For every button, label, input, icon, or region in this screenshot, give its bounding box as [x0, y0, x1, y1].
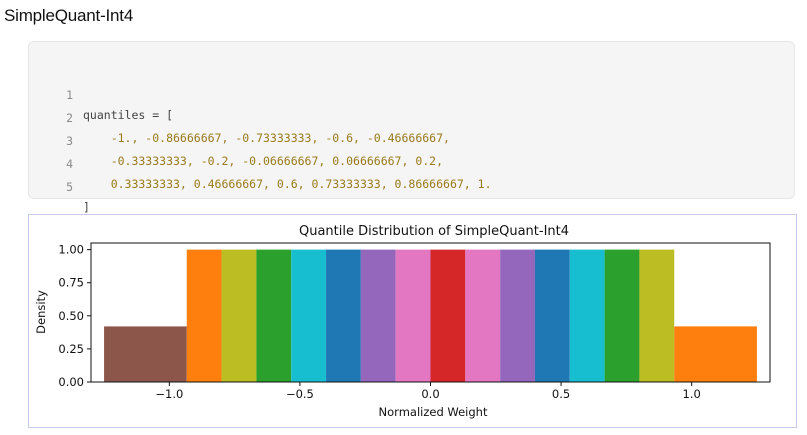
histogram-bar	[500, 249, 535, 382]
histogram-bar	[465, 249, 501, 382]
x-tick-label: 0.0	[421, 387, 439, 401]
code-line: 4 0.33333333, 0.46666667, 0.6, 0.7333333…	[29, 134, 491, 191]
quantile-chart: Quantile Distribution of SimpleQuant-Int…	[34, 224, 771, 419]
line-number: 4	[66, 157, 73, 171]
histogram-bar	[221, 249, 257, 382]
code-line: 1 quantiles = [	[29, 65, 173, 122]
code-block: 1 quantiles = [ 2 -1., -0.86666667, -0.7…	[28, 41, 795, 214]
histogram-bar	[326, 249, 361, 382]
page-title: SimpleQuant-Int4	[4, 6, 134, 25]
line-number: 2	[66, 111, 73, 125]
histogram-bar	[604, 249, 640, 382]
line-number: 1	[66, 88, 73, 102]
histogram-bar	[569, 249, 605, 382]
code-text: quantiles = [	[83, 108, 174, 122]
y-tick-label: 0.50	[58, 309, 84, 323]
y-tick-label: 0.75	[58, 276, 84, 290]
code-text: 0.33333333, 0.46666667, 0.6, 0.73333333,…	[83, 177, 492, 191]
y-tick-label: 1.00	[58, 243, 84, 257]
x-tick-label: −0.5	[286, 387, 314, 401]
line-number: 5	[66, 180, 73, 194]
y-tick-label: 0.25	[58, 342, 84, 356]
code-line: 2 -1., -0.86666667, -0.73333333, -0.6, -…	[29, 88, 450, 145]
histogram-bar	[104, 326, 187, 382]
histogram-bar	[534, 249, 570, 382]
x-tick-label: −1.0	[155, 387, 183, 401]
chart-panel: Quantile Distribution of SimpleQuant-Int…	[28, 214, 797, 428]
y-axis-label: Density	[34, 290, 48, 334]
histogram-bar	[639, 249, 675, 382]
x-axis-label: Normalized Weight	[379, 405, 488, 419]
x-tick-label: 0.5	[552, 387, 570, 401]
code-line: 3 -0.33333333, -0.2, -0.06666667, 0.0666…	[29, 111, 443, 168]
x-tick-label: 1.0	[683, 387, 701, 401]
histogram-bar	[430, 249, 466, 382]
code-text: ]	[83, 200, 90, 214]
histogram-bar	[186, 249, 222, 382]
histogram-bar	[256, 249, 292, 382]
y-tick-label: 0.00	[58, 375, 84, 389]
code-text: -0.33333333, -0.2, -0.06666667, 0.066666…	[83, 154, 444, 168]
code-line: 5 ]	[29, 157, 90, 214]
code-text: -1., -0.86666667, -0.73333333, -0.6, -0.…	[83, 131, 450, 145]
line-number: 3	[66, 134, 73, 148]
histogram-bar	[291, 249, 327, 382]
histogram-bar	[395, 249, 431, 382]
histogram-bar	[360, 249, 396, 382]
histogram-bar	[674, 326, 757, 382]
chart-title: Quantile Distribution of SimpleQuant-Int…	[299, 224, 569, 239]
